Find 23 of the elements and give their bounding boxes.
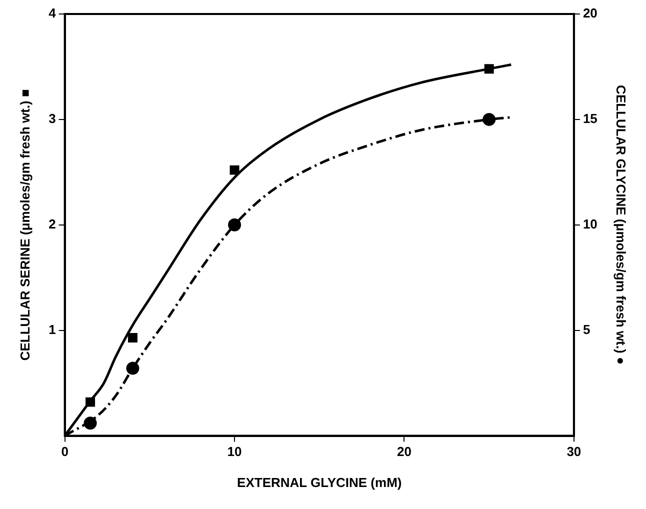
- point: [484, 64, 494, 74]
- x-tick-label: 0: [61, 444, 68, 460]
- y-tick-label: 3: [48, 111, 56, 126]
- y2-tick-label: 15: [582, 111, 598, 126]
- point: [482, 112, 496, 126]
- x-tick-label: 30: [566, 444, 582, 460]
- y-tick-label: 4: [48, 6, 57, 21]
- x-axis-title: EXTERNAL GLYCINE (mM): [237, 474, 402, 490]
- y2-tick-label: 5: [582, 322, 590, 337]
- x-tick-label: 10: [227, 444, 242, 460]
- y-tick-label: 1: [48, 322, 56, 337]
- point: [128, 332, 138, 342]
- y-tick-label: 2: [48, 216, 56, 232]
- y2-tick-label: 10: [582, 216, 598, 232]
- y2-tick-label: 20: [582, 6, 598, 21]
- point: [126, 362, 140, 375]
- y2-axis-title: CELLULAR GLYCINE (μmoles/gm fresh wt.) ●: [614, 85, 629, 365]
- y-axis-title: CELLULAR SERINE (μmoles/gm fresh wt.) ■: [17, 89, 32, 361]
- point: [228, 218, 242, 232]
- point: [230, 165, 240, 175]
- point: [84, 416, 97, 430]
- point: [86, 397, 96, 407]
- x-tick-label: 20: [397, 444, 412, 460]
